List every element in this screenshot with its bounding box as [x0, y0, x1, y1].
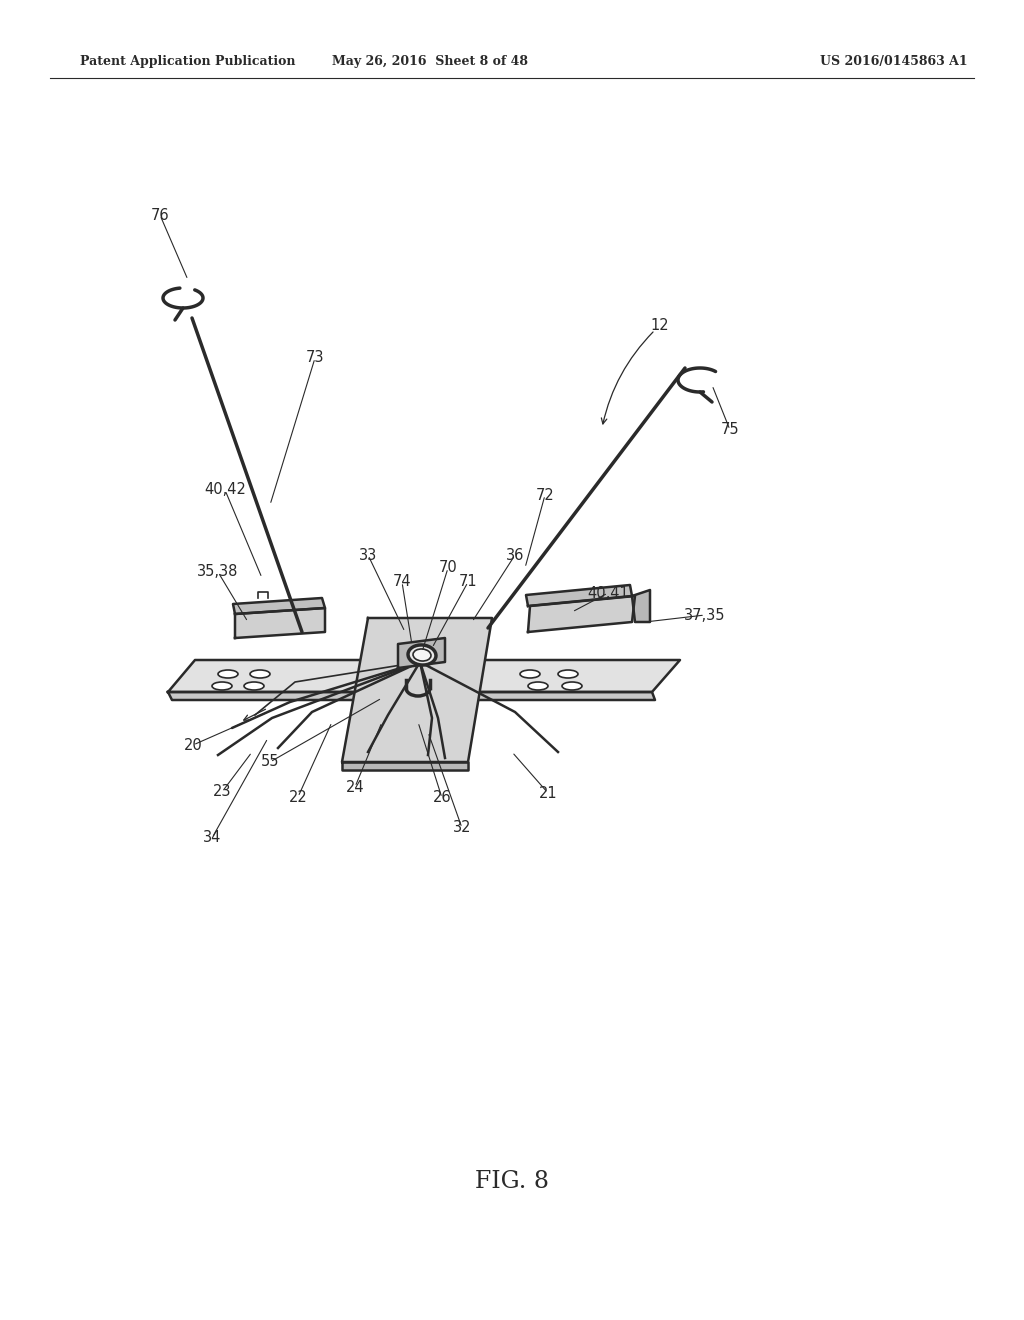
Polygon shape [528, 597, 635, 632]
Ellipse shape [408, 645, 436, 665]
Text: 55: 55 [261, 755, 280, 770]
Text: 26: 26 [433, 791, 452, 805]
Text: 70: 70 [438, 561, 458, 576]
Text: 21: 21 [539, 785, 557, 800]
Ellipse shape [413, 649, 431, 661]
Ellipse shape [212, 682, 232, 690]
Text: 75: 75 [721, 422, 739, 437]
Ellipse shape [250, 671, 270, 678]
Polygon shape [233, 598, 325, 614]
Text: 23: 23 [213, 784, 231, 800]
Text: 40,41: 40,41 [587, 586, 629, 601]
Text: 33: 33 [358, 548, 377, 562]
Ellipse shape [244, 682, 264, 690]
Text: FIG. 8: FIG. 8 [475, 1171, 549, 1193]
Text: 74: 74 [392, 574, 412, 590]
Text: 12: 12 [650, 318, 670, 333]
Text: 73: 73 [306, 351, 325, 366]
Text: 36: 36 [506, 548, 524, 562]
Polygon shape [168, 692, 655, 700]
Polygon shape [234, 609, 325, 638]
Text: 76: 76 [151, 207, 169, 223]
Text: 24: 24 [346, 780, 365, 795]
Text: 37,35: 37,35 [684, 607, 726, 623]
Ellipse shape [528, 682, 548, 690]
Polygon shape [632, 590, 650, 622]
Text: 35,38: 35,38 [198, 565, 239, 579]
Text: 71: 71 [459, 574, 477, 590]
Text: Patent Application Publication: Patent Application Publication [80, 55, 296, 69]
Ellipse shape [558, 671, 578, 678]
Polygon shape [526, 585, 632, 606]
Text: May 26, 2016  Sheet 8 of 48: May 26, 2016 Sheet 8 of 48 [332, 55, 528, 69]
Text: 22: 22 [289, 789, 307, 804]
Polygon shape [168, 660, 680, 692]
Polygon shape [342, 762, 468, 770]
Ellipse shape [520, 671, 540, 678]
Text: 32: 32 [453, 821, 471, 836]
Polygon shape [342, 618, 492, 762]
Ellipse shape [562, 682, 582, 690]
Polygon shape [398, 638, 445, 668]
Text: 34: 34 [203, 830, 221, 846]
Text: 20: 20 [183, 738, 203, 752]
Text: US 2016/0145863 A1: US 2016/0145863 A1 [820, 55, 968, 69]
Text: 72: 72 [536, 487, 554, 503]
Ellipse shape [218, 671, 238, 678]
Text: 40,42: 40,42 [204, 483, 246, 498]
